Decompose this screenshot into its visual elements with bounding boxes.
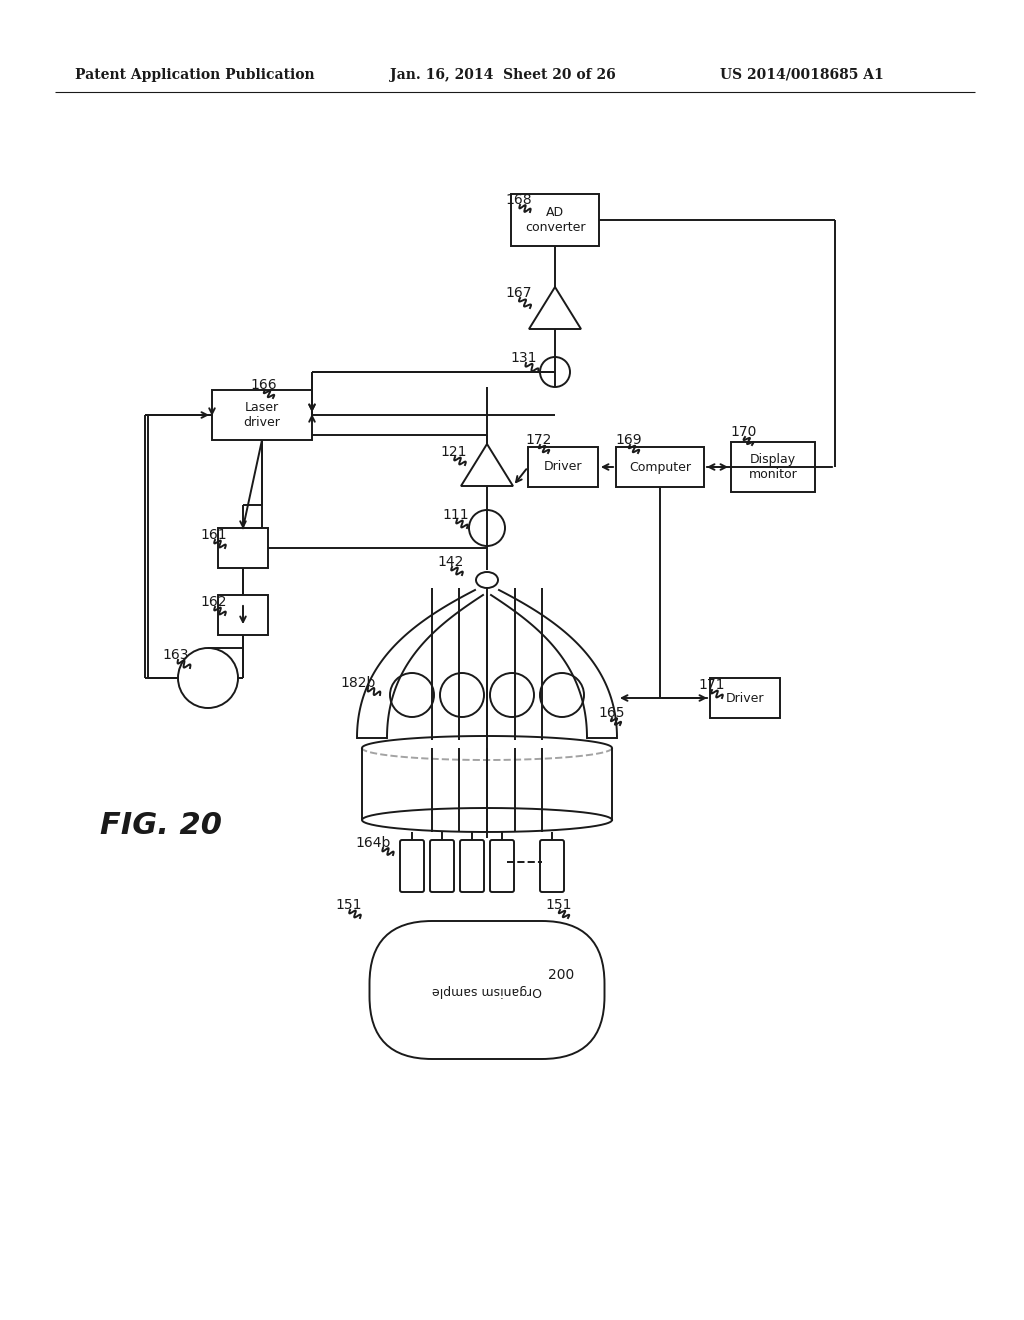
Text: Jan. 16, 2014  Sheet 20 of 26: Jan. 16, 2014 Sheet 20 of 26 [390,69,615,82]
Bar [218,528,268,568]
Text: 166: 166 [250,378,276,392]
Ellipse shape [476,572,498,587]
Bar [212,389,312,440]
Text: 151: 151 [545,898,571,912]
Text: Patent Application Publication: Patent Application Publication [75,69,314,82]
Text: Driver: Driver [544,461,583,474]
Text: FIG. 20: FIG. 20 [100,810,222,840]
Text: 182b: 182b [340,676,376,690]
Circle shape [540,673,584,717]
Bar [710,678,780,718]
Bar [731,442,815,492]
Text: 168: 168 [505,193,531,207]
Circle shape [178,648,238,708]
Circle shape [440,673,484,717]
Circle shape [540,356,570,387]
Polygon shape [461,444,513,486]
Text: Driver: Driver [726,692,764,705]
Text: 170: 170 [730,425,757,440]
Text: 142: 142 [437,554,464,569]
Text: 121: 121 [440,445,467,459]
Text: 172: 172 [525,433,551,447]
Text: 151: 151 [335,898,361,912]
Polygon shape [529,286,581,329]
Circle shape [469,510,505,546]
Text: 164b: 164b [355,836,390,850]
Text: 111: 111 [442,508,469,521]
Text: Computer: Computer [629,461,691,474]
FancyBboxPatch shape [490,840,514,892]
Bar [528,447,598,487]
Circle shape [490,673,534,717]
Text: 165: 165 [598,706,625,719]
FancyBboxPatch shape [540,840,564,892]
Text: 131: 131 [510,351,537,366]
Text: 163: 163 [162,648,188,663]
Text: Organism sample: Organism sample [432,983,542,997]
FancyBboxPatch shape [460,840,484,892]
Bar [616,447,705,487]
Text: US 2014/0018685 A1: US 2014/0018685 A1 [720,69,884,82]
Text: 200: 200 [548,968,574,982]
Text: 162: 162 [200,595,226,609]
Text: Laser
driver: Laser driver [244,401,281,429]
Bar [511,194,599,246]
FancyBboxPatch shape [400,840,424,892]
Text: 167: 167 [505,286,531,300]
Text: 161: 161 [200,528,226,543]
Circle shape [390,673,434,717]
Bar [218,595,268,635]
FancyBboxPatch shape [430,840,454,892]
Text: Display
monitor: Display monitor [749,453,798,480]
Text: 169: 169 [615,433,642,447]
Text: 171: 171 [698,678,725,692]
Text: AD
converter: AD converter [524,206,586,234]
